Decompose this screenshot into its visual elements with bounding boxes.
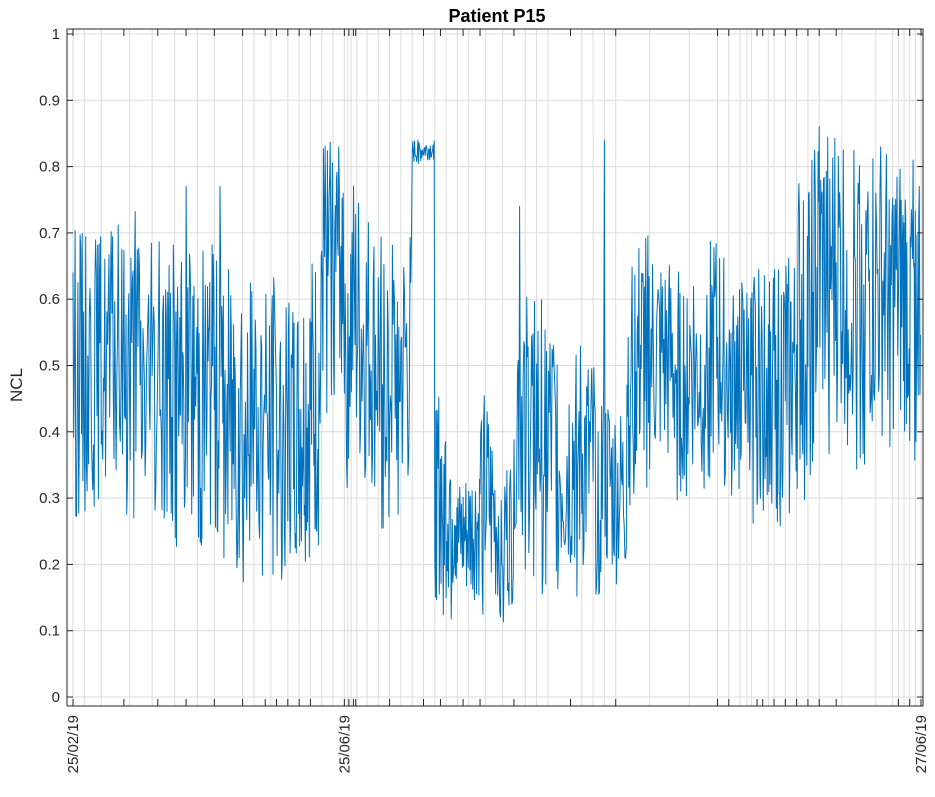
y-tick-label: 0.2 — [39, 556, 60, 573]
y-tick-label: 0.9 — [39, 92, 60, 109]
y-tick-label: 0.3 — [39, 490, 60, 507]
y-tick-label: 0.5 — [39, 358, 60, 375]
y-tick-label: 0 — [52, 689, 60, 706]
y-tick-label: 0.8 — [39, 159, 60, 176]
axes-frame — [66, 28, 924, 707]
y-tick-label: 0.7 — [39, 225, 60, 242]
y-tick-label: 0.1 — [39, 623, 60, 640]
x-tick-label: 25/06/19 — [336, 715, 353, 773]
event-lines — [72, 29, 922, 706]
plot-border — [66, 28, 924, 707]
ncl-series-line — [72, 126, 921, 623]
y-axis-ticks: 0 0.1 0.2 0.3 0.4 0.5 0.6 0.7 0.8 0.9 1 — [39, 26, 923, 706]
ncl-series — [72, 126, 921, 623]
chart-title: Patient P15 — [448, 6, 545, 26]
y-tick-label: 0.4 — [39, 424, 60, 441]
x-axis-ticks: 25/02/19 25/06/19 27/06/19 — [65, 29, 930, 773]
x-tick-label: 25/02/19 — [65, 715, 82, 773]
x-tick-label: 27/06/19 — [913, 715, 930, 773]
y-tick-label: 1 — [52, 26, 60, 43]
y-axis-label: NCL — [7, 368, 26, 402]
y-tick-label: 0.6 — [39, 291, 60, 308]
